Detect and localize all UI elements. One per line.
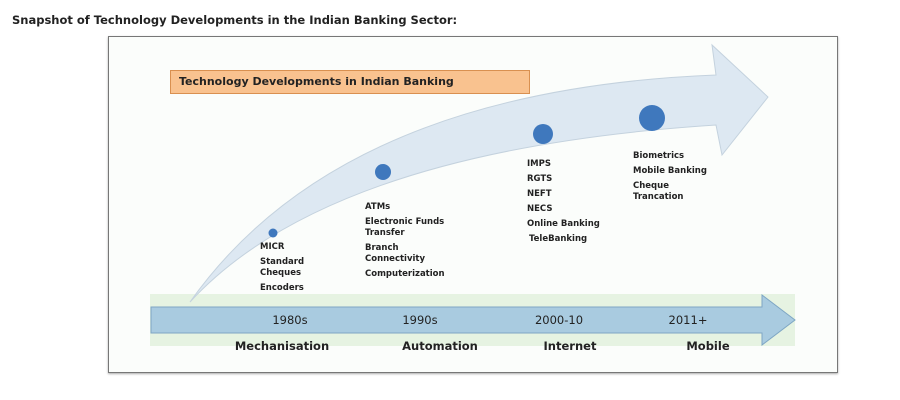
list-item: RGTS <box>527 174 553 184</box>
list-item: Electronic Funds Transfer <box>365 217 445 238</box>
era-label: 1980s <box>272 313 308 327</box>
stage-2000-10-items: IMPS RGTS NEFT NECS Online Banking TeleB… <box>527 159 627 249</box>
list-item: Standard Cheques <box>260 257 305 278</box>
list-item: Computerization <box>365 269 445 279</box>
list-item: IMPS <box>527 159 551 169</box>
timeline-arrow <box>150 293 796 347</box>
list-item: Encoders <box>260 283 304 293</box>
phase-label: Mechanisation <box>234 339 330 353</box>
stage-2011-items: Biometrics Mobile Banking Cheque Trancat… <box>633 151 733 207</box>
era-label: 2011+ <box>668 313 708 327</box>
list-item: Branch Connectivity <box>365 243 426 264</box>
phase-label: Mobile <box>686 339 730 353</box>
list-item: Biometrics <box>633 151 685 161</box>
list-item: NECS <box>527 204 553 214</box>
era-label: 2000-10 <box>534 313 584 327</box>
diagram-title-label: Technology Developments in Indian Bankin… <box>170 70 530 94</box>
page-heading: Snapshot of Technology Developments in t… <box>12 13 458 27</box>
era-label: 1990s <box>402 313 438 327</box>
list-item: ATMs <box>365 202 391 212</box>
stage-dot-2000-10 <box>533 124 553 144</box>
stage-1980s-items: MICR Standard Cheques Encoders <box>260 242 330 298</box>
list-item: Cheque Trancation <box>633 181 684 202</box>
stage-dot-1980s <box>268 228 278 238</box>
phase-label: Internet <box>543 339 597 353</box>
list-item: Mobile Banking <box>633 166 707 176</box>
list-item: TeleBanking <box>529 234 588 244</box>
stage-dot-1990s <box>375 164 391 180</box>
list-item: NEFT <box>527 189 552 199</box>
stage-1990s-items: ATMs Electronic Funds Transfer Branch Co… <box>365 202 475 284</box>
list-item: MICR <box>260 242 285 252</box>
list-item: Online Banking <box>527 219 600 229</box>
stage-dot-2011 <box>639 105 665 131</box>
phase-label: Automation <box>402 339 478 353</box>
curved-growth-arrow <box>189 43 769 303</box>
